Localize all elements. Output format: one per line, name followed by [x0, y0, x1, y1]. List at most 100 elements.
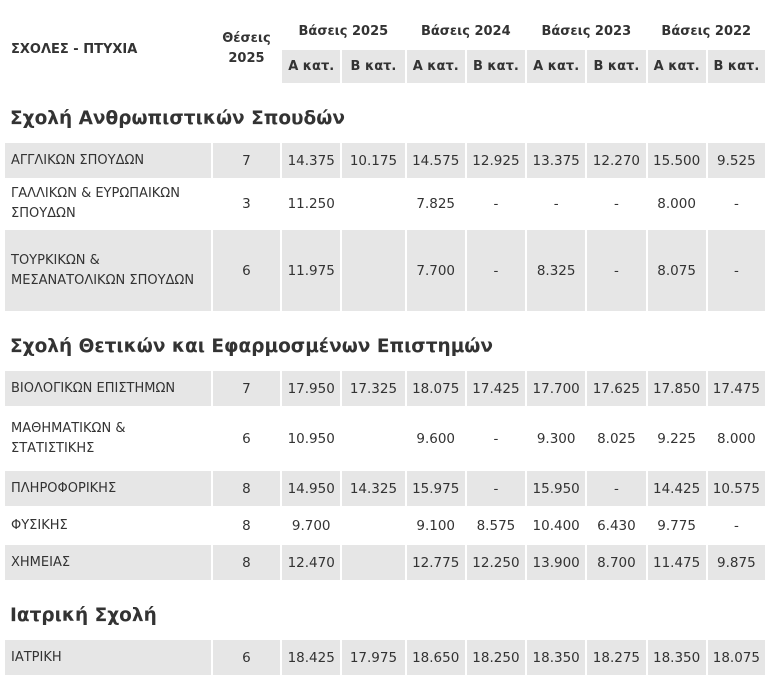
score-cell: 12.270 [587, 143, 646, 178]
table-body: Σχολή Ανθρωπιστικών Σπουδών ΑΓΓΛΙΚΩΝ ΣΠΟΥ… [5, 85, 765, 675]
seats-cell: 6 [212, 640, 281, 675]
table-row: ΜΑΘΗΜΑΤΙΚΩΝ & ΣΤΑΤΙΣΤΙΚΗΣ 6 10.950 9.600-9.… [5, 408, 765, 469]
section-title: Σχολή Θετικών και Εφαρμοσμένων Επιστημών [10, 335, 493, 357]
score-cell: 10.950 [282, 408, 341, 469]
score-cell: 8.000 [647, 180, 706, 228]
seats-cell: 8 [212, 508, 281, 543]
score-cell: 15.975 [406, 471, 465, 506]
score-cell: 9.225 [647, 408, 706, 469]
table-row: ΤΟΥΡΚΙΚΩΝ & ΜΕΣΑΝΑΤΟΛΙΚΩΝ ΣΠΟΥΔΩΝ 6 11.975… [5, 230, 765, 311]
table-row: ΓΑΛΛΙΚΩΝ & ΕΥΡΩΠΑΙΚΩΝ ΣΠΟΥΔΩΝ 3 11.250 7.82… [5, 180, 765, 228]
seats-cell: 6 [212, 230, 281, 311]
department-name: ΧΗΜΕΙΑΣ [5, 545, 211, 580]
department-name: ΙΑΤΡΙΚΗ [5, 640, 211, 675]
score-cell: 14.425 [647, 471, 706, 506]
department-name: ΒΙΟΛΟΓΙΚΩΝ ΕΠΙΣΤΗΜΩΝ [5, 371, 211, 406]
score-cell: 14.950 [282, 471, 341, 506]
score-cell: 7.700 [406, 230, 465, 311]
score-cell: 17.700 [527, 371, 586, 406]
score-cell: 7.825 [406, 180, 465, 228]
score-cell [342, 230, 405, 311]
cat-b-header: Β κατ. [342, 50, 405, 83]
score-cell: 17.625 [587, 371, 646, 406]
cat-a-header: Α κατ. [527, 50, 586, 83]
score-cell: 6.430 [587, 508, 646, 543]
score-cell: 17.475 [707, 371, 765, 406]
admission-scores-table: ΣΧΟΛΕΣ - ΠΤΥΧΙΑ Θέσεις 2025 Βάσεις 2025 … [3, 13, 767, 677]
score-cell: 8.700 [587, 545, 646, 580]
year-header-2022: Βάσεις 2022 [661, 24, 752, 39]
cat-a-header: Α κατ. [406, 50, 465, 83]
score-cell: 9.600 [406, 408, 465, 469]
section-row: Σχολή Ανθρωπιστικών Σπουδών [5, 85, 765, 141]
score-cell: 12.775 [406, 545, 465, 580]
score-cell: 18.075 [406, 371, 465, 406]
seats-cell: 8 [212, 471, 281, 506]
score-cell: - [587, 471, 646, 506]
score-cell: 8.000 [707, 408, 765, 469]
score-cell: 15.500 [647, 143, 706, 178]
score-cell: 9.875 [707, 545, 765, 580]
score-cell: 8.025 [587, 408, 646, 469]
seats-cell: 6 [212, 408, 281, 469]
score-cell: - [527, 180, 586, 228]
department-name: ΜΑΘΗΜΑΤΙΚΩΝ & ΣΤΑΤΙΣΤΙΚΗΣ [5, 408, 211, 469]
score-cell: 18.275 [587, 640, 646, 675]
score-cell: 17.950 [282, 371, 341, 406]
score-cell: 14.375 [282, 143, 341, 178]
score-cell: 18.350 [527, 640, 586, 675]
score-cell: - [466, 471, 526, 506]
seats-cell: 7 [212, 371, 281, 406]
department-name: ΓΑΛΛΙΚΩΝ & ΕΥΡΩΠΑΙΚΩΝ ΣΠΟΥΔΩΝ [5, 180, 211, 228]
year-header-2025: Βάσεις 2025 [298, 24, 389, 39]
score-cell: 11.975 [282, 230, 341, 311]
table-row: ΦΥΣΙΚΗΣ 8 9.700 9.100 8.575 10.400 6.430 9.775- [5, 508, 765, 543]
score-cell: 13.375 [527, 143, 586, 178]
score-cell: - [466, 408, 526, 469]
score-cell: 12.250 [466, 545, 526, 580]
score-cell [342, 545, 405, 580]
cat-b-header: Β κατ. [466, 50, 526, 83]
section-row: Ιατρική Σχολή [5, 582, 765, 638]
cat-a-header: Α κατ. [647, 50, 706, 83]
department-name: ΑΓΓΛΙΚΩΝ ΣΠΟΥΔΩΝ [5, 143, 211, 178]
score-cell: 10.400 [527, 508, 586, 543]
table-row: ΠΛΗΡΟΦΟΡΙΚΗΣ 8 14.950 14.325 15.975-15.950-1… [5, 471, 765, 506]
score-cell: 8.075 [647, 230, 706, 311]
score-cell: 18.075 [707, 640, 765, 675]
score-cell: 9.300 [527, 408, 586, 469]
school-column-header: ΣΧΟΛΕΣ - ΠΤΥΧΙΑ [11, 41, 138, 57]
score-cell: 13.900 [527, 545, 586, 580]
score-cell: 15.950 [527, 471, 586, 506]
cat-a-header: Α κατ. [282, 50, 341, 83]
table-row: ΒΙΟΛΟΓΙΚΩΝ ΕΠΙΣΤΗΜΩΝ 7 17.950 17.325 18.075 1… [5, 371, 765, 406]
seats-column-header: Θέσεις 2025 [222, 31, 271, 66]
table-row: ΑΓΓΛΙΚΩΝ ΣΠΟΥΔΩΝ 7 14.375 10.175 14.575 12.92… [5, 143, 765, 178]
seats-cell: 7 [212, 143, 281, 178]
score-cell: 18.350 [647, 640, 706, 675]
score-cell: 18.250 [466, 640, 526, 675]
section-row: Σχολή Θετικών και Εφαρμοσμένων Επιστημών [5, 313, 765, 369]
score-cell: 17.850 [647, 371, 706, 406]
score-cell [342, 508, 405, 543]
score-cell [342, 180, 405, 228]
year-header-2024: Βάσεις 2024 [420, 24, 511, 39]
score-cell: - [587, 230, 646, 311]
score-cell: 17.975 [342, 640, 405, 675]
score-cell: 9.700 [282, 508, 341, 543]
score-cell: 11.475 [647, 545, 706, 580]
score-cell: 8.575 [466, 508, 526, 543]
score-cell: 17.325 [342, 371, 405, 406]
department-name: ΠΛΗΡΟΦΟΡΙΚΗΣ [5, 471, 211, 506]
cat-b-header: Β κατ. [707, 50, 765, 83]
score-cell: 12.470 [282, 545, 341, 580]
score-cell: 9.525 [707, 143, 765, 178]
score-cell: 8.325 [527, 230, 586, 311]
table-row: ΙΑΤΡΙΚΗ 6 18.425 17.975 18.650 18.250 18.350 18… [5, 640, 765, 675]
score-cell [342, 408, 405, 469]
score-cell: 9.775 [647, 508, 706, 543]
score-cell: 9.100 [406, 508, 465, 543]
section-title: Σχολή Ανθρωπιστικών Σπουδών [10, 107, 345, 129]
score-cell: - [707, 180, 765, 228]
score-cell: 18.425 [282, 640, 341, 675]
